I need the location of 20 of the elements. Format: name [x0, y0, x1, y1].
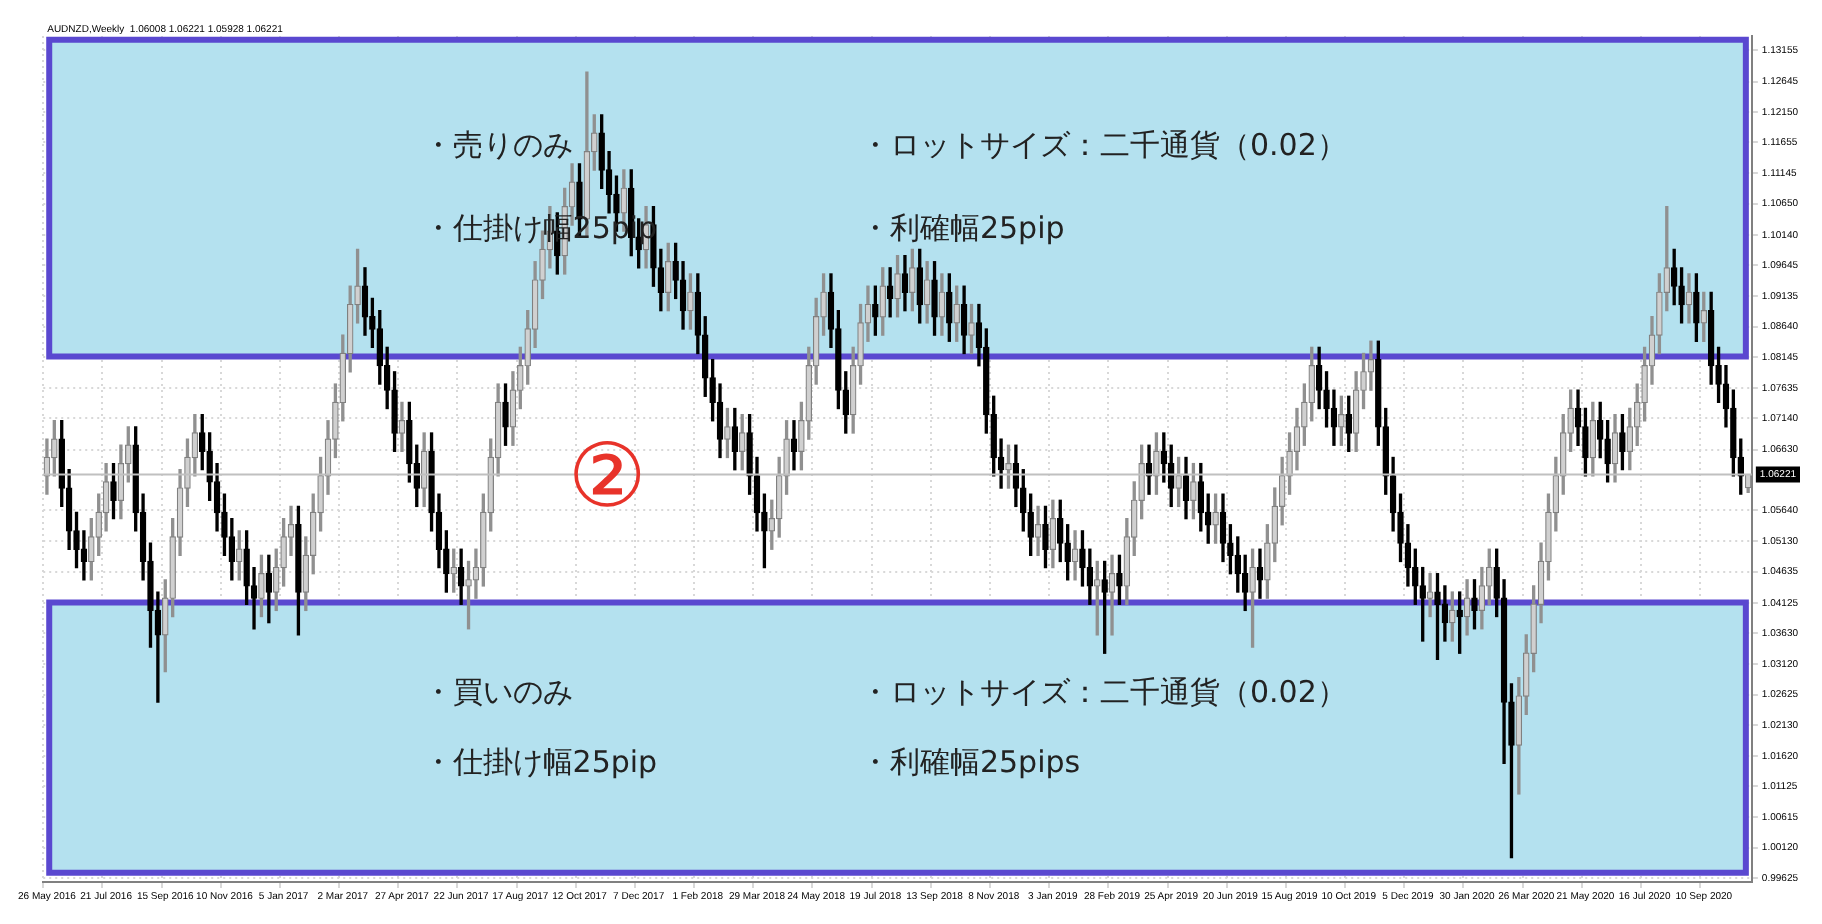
annotation: ・買いのみ [422, 674, 573, 711]
candlestick [1042, 505, 1049, 569]
annotation: ② [567, 426, 647, 529]
candlestick [502, 383, 509, 446]
candlestick [1116, 554, 1123, 605]
candlestick [687, 273, 694, 330]
annotation: ・ロットサイズ：二千通貨（0.02） [859, 127, 1347, 164]
annotation: ・売りのみ [422, 127, 573, 164]
candlestick [1619, 413, 1626, 471]
annotation: ・仕掛け幅25pip [422, 744, 658, 781]
candlestick [110, 462, 117, 520]
candlestick [968, 303, 975, 355]
candlestick [1685, 273, 1693, 324]
annotation: ・利確幅25pip [859, 209, 1065, 246]
candlestick [1471, 579, 1478, 630]
candlestick [1434, 573, 1441, 660]
annotation: ・ロットサイズ：二千通貨（0.02） [859, 674, 1347, 711]
candlestick [295, 505, 302, 636]
annotation: ・利確幅25pips [859, 744, 1081, 781]
candlestick [894, 254, 901, 318]
